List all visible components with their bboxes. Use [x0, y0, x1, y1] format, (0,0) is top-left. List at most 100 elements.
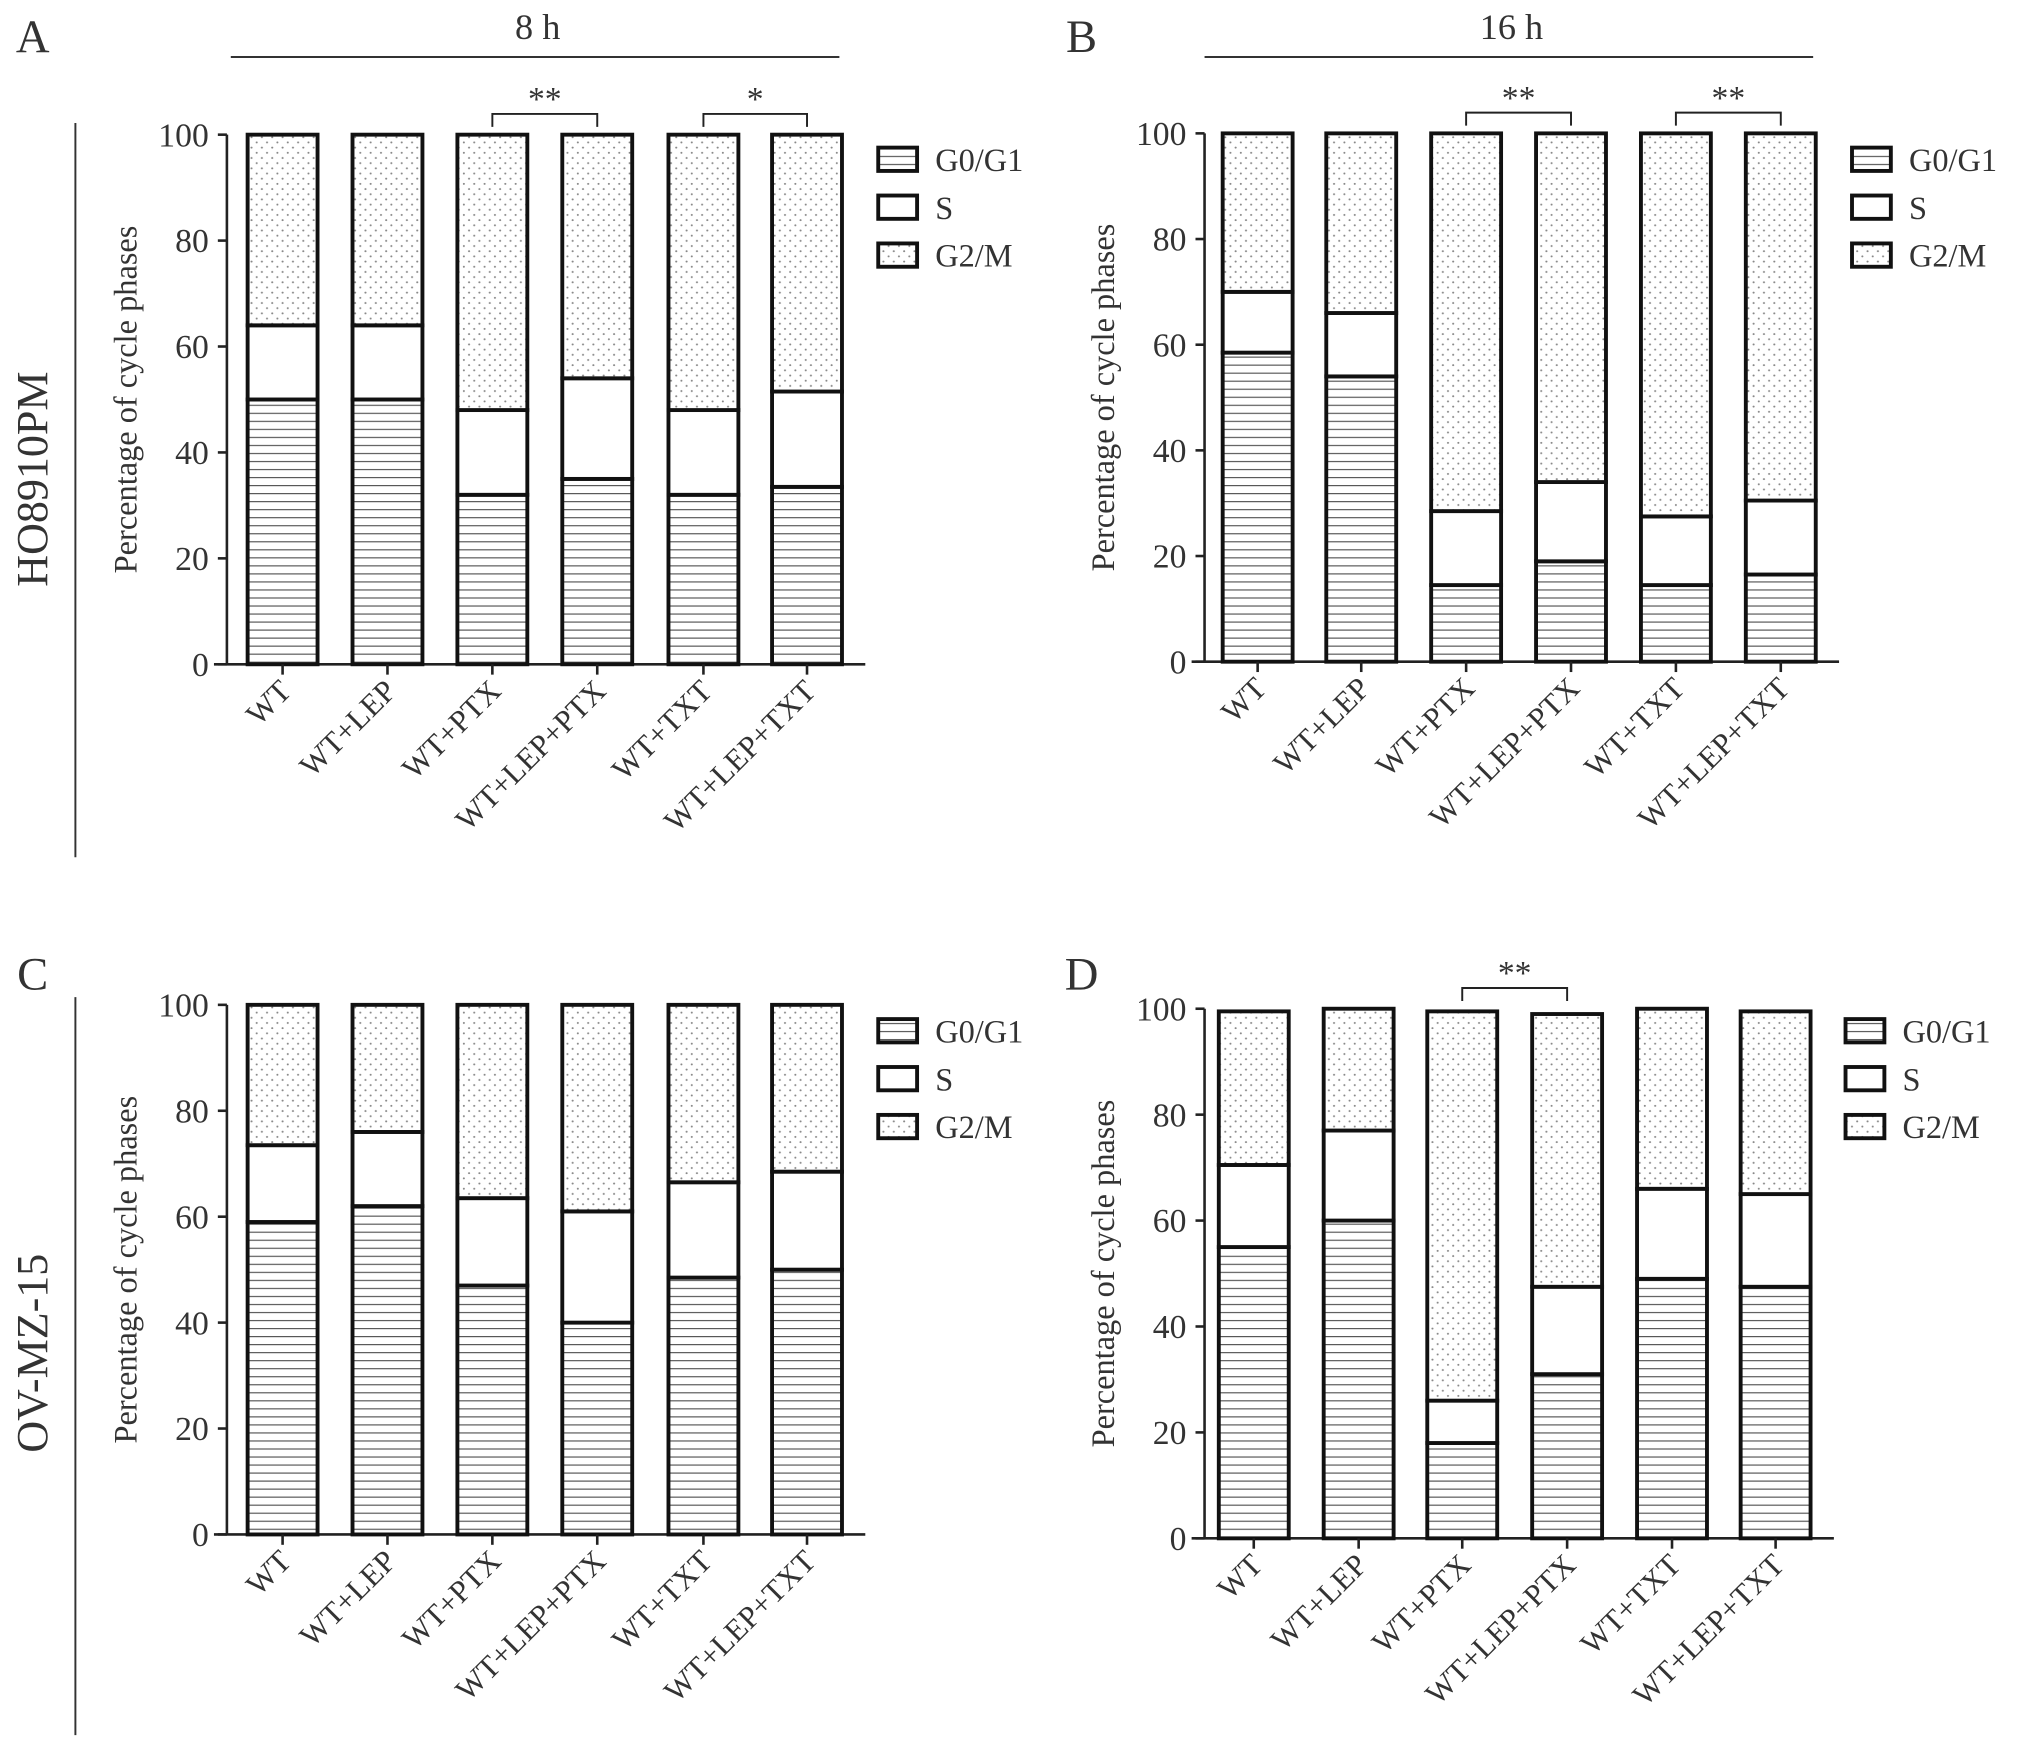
bar-g2-m — [1743, 131, 1818, 503]
bar-s — [1216, 1163, 1291, 1249]
bar-g2-m — [1534, 131, 1608, 485]
legend-label: S — [1903, 1062, 1921, 1098]
bar-s — [455, 408, 530, 497]
bar-g2-m — [245, 132, 320, 328]
bar-g2-m — [455, 132, 530, 413]
significance-label: ** — [1712, 80, 1746, 117]
y-axis-label: Percentage of cycle phases — [1086, 1100, 1122, 1448]
bar-g2-m — [560, 1002, 635, 1214]
bar-g2-m — [455, 1002, 530, 1201]
bar-g0-g1 — [770, 484, 844, 667]
bar-s — [455, 1196, 530, 1288]
x-tick-label: WT+LEP — [1264, 1547, 1374, 1657]
bar-g0-g1 — [350, 397, 425, 667]
bar-g0-g1 — [1635, 1276, 1709, 1541]
y-tick-label: 20 — [175, 541, 209, 578]
x-tick-label: WT — [1210, 1547, 1269, 1606]
legend-label: S — [935, 191, 953, 227]
bar-g0-g1 — [245, 1220, 320, 1537]
row-label-ov-mz-15: OV-MZ-15 — [8, 1254, 57, 1453]
y-tick-label: 60 — [1153, 1203, 1187, 1240]
x-tick-label: WT+LEP — [1266, 670, 1376, 780]
bar-g0-g1 — [1321, 1218, 1396, 1541]
bar-g2-m — [1425, 1009, 1500, 1403]
significance-label: ** — [1498, 955, 1532, 992]
y-tick-label: 100 — [1136, 991, 1186, 1028]
bar-s — [1638, 514, 1713, 588]
legend-label: S — [1909, 191, 1927, 227]
legend-swatch — [876, 241, 920, 269]
legend-label: G2/M — [935, 239, 1012, 275]
panel-letter: D — [1065, 948, 1099, 1000]
bar-g2-m — [560, 132, 635, 381]
y-tick-label: 100 — [158, 117, 208, 154]
panel-letter: A — [16, 11, 50, 63]
bar-g0-g1 — [1216, 1245, 1291, 1541]
legend-label: G0/G1 — [1903, 1014, 1991, 1050]
legend-swatch — [876, 145, 920, 173]
panel-d: D 0 20 40 60 80 100 Percentage of cycle phases W… — [1065, 948, 1991, 1712]
bar-s — [1738, 1192, 1813, 1289]
legend-swatch — [1843, 1112, 1887, 1141]
panel-b: B 0 20 40 60 80 100 Percentage of cycle phases W… — [1066, 11, 1997, 836]
legend-swatch — [1843, 1065, 1887, 1093]
significance-label: ** — [1502, 80, 1536, 117]
bar-g2-m — [666, 132, 741, 413]
x-tick-label: WT+LEP — [292, 1543, 402, 1653]
significance-label: * — [747, 81, 764, 118]
significance-bracket — [702, 112, 808, 127]
bar-s — [666, 1180, 741, 1280]
legend-swatch — [876, 1065, 920, 1093]
y-tick-label: 80 — [1153, 1097, 1187, 1134]
legend-label: G0/G1 — [935, 1014, 1023, 1050]
y-tick-label: 80 — [175, 223, 209, 260]
bar-g2-m — [1220, 131, 1295, 294]
legend-label: G2/M — [1903, 1110, 1980, 1146]
bar-s — [1635, 1186, 1709, 1281]
panel-a: A 0 20 40 60 80 100 Percentage of cycle phases W… — [16, 11, 1023, 839]
bar-s — [1534, 480, 1608, 564]
bar-g0-g1 — [1738, 1284, 1813, 1541]
bar-s — [560, 1209, 635, 1325]
y-tick-label: 80 — [1153, 222, 1187, 259]
y-tick-label: 40 — [175, 1305, 209, 1342]
bar-g2-m — [770, 1002, 844, 1174]
legend-swatch — [876, 1112, 920, 1141]
bar-g0-g1 — [1220, 350, 1295, 664]
bar-s — [1220, 289, 1295, 355]
bar-g2-m — [770, 132, 844, 394]
y-tick-label: 60 — [1153, 327, 1187, 364]
bar-g2-m — [1738, 1009, 1813, 1197]
significance-bracket — [1465, 111, 1572, 126]
bar-g2-m — [1216, 1009, 1291, 1167]
y-axis-label: Percentage of cycle phases — [1086, 224, 1122, 572]
y-tick-label: 100 — [1136, 116, 1186, 153]
bar-g0-g1 — [666, 492, 741, 667]
y-tick-label: 60 — [175, 1199, 209, 1236]
bar-g0-g1 — [1429, 583, 1504, 664]
y-tick-label: 20 — [1153, 1415, 1187, 1452]
bar-s — [770, 389, 844, 489]
legend-swatch — [876, 1017, 920, 1045]
y-tick-label: 80 — [175, 1093, 209, 1130]
bar-g2-m — [666, 1002, 741, 1185]
legend-swatch — [1850, 241, 1893, 269]
bar-g0-g1 — [1425, 1441, 1500, 1541]
row-label-ho8910pm: HO8910PM — [8, 371, 57, 586]
legend-swatch — [1850, 193, 1893, 221]
y-tick-label: 40 — [175, 435, 209, 472]
y-tick-label: 0 — [192, 1517, 209, 1554]
bar-g2-m — [350, 1002, 425, 1134]
legend-label: G0/G1 — [935, 143, 1023, 179]
bar-s — [1321, 1128, 1396, 1223]
bar-g2-m — [1530, 1012, 1605, 1289]
significance-bracket — [1461, 987, 1569, 1001]
x-tick-label: WT+LEP — [292, 673, 402, 783]
bar-s — [350, 1130, 425, 1209]
significance-bracket — [491, 112, 599, 127]
y-tick-label: 20 — [175, 1411, 209, 1448]
bar-g2-m — [1321, 1006, 1396, 1133]
y-tick-label: 20 — [1153, 539, 1187, 576]
bar-s — [560, 376, 635, 481]
panel-letter: C — [17, 948, 48, 1000]
